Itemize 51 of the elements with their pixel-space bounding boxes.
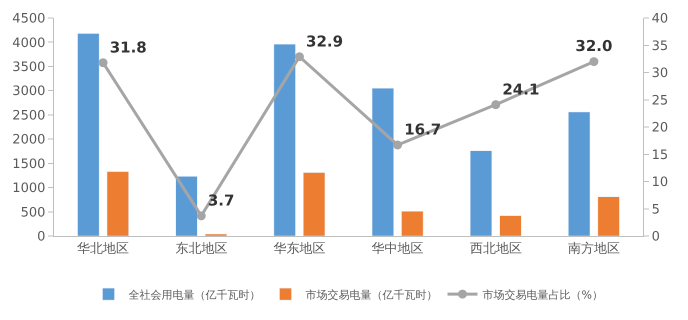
point <box>491 100 500 110</box>
data-label: 31.8 <box>110 38 147 56</box>
y2-tick-label: 5 <box>652 202 660 218</box>
bar <box>175 176 198 236</box>
point <box>196 211 206 220</box>
legend-label: 市场交易电量占比（%） <box>482 288 603 302</box>
x-tick-label: 东北地区 <box>175 242 228 257</box>
data-label: 32.9 <box>306 32 344 50</box>
x-tick-label: 华东地区 <box>273 242 326 257</box>
y-tick-label: 3000 <box>12 84 46 100</box>
point <box>589 57 598 66</box>
y2-tick-label: 40 <box>652 12 668 27</box>
bar <box>568 112 590 236</box>
point <box>98 58 108 68</box>
x-tick-label: 南方地区 <box>568 240 620 257</box>
x-tick-label: 华中地区 <box>372 242 424 257</box>
y-tick-label: 0 <box>37 230 46 245</box>
bar <box>372 88 394 236</box>
bar <box>470 150 492 236</box>
bar <box>598 196 620 236</box>
y2-tick-label: 30 <box>652 66 668 82</box>
y-tick-label: 1500 <box>12 156 46 172</box>
y2-tick-label: 10 <box>652 175 668 190</box>
y2-tick-label: 35 <box>652 38 668 54</box>
y-tick-label: 2500 <box>12 108 46 124</box>
bar <box>401 211 424 236</box>
y-tick-label: 500 <box>20 205 46 220</box>
y2-tick-label: 25 <box>652 93 668 108</box>
data-label: 16.7 <box>404 120 442 139</box>
bar <box>274 44 296 236</box>
y-tick-label: 2000 <box>12 132 46 148</box>
point <box>294 52 304 62</box>
legend-label: 全社会用电量（亿千瓦时） <box>128 288 260 302</box>
bar <box>499 215 522 236</box>
x-tick-label: 华北地区 <box>77 242 130 257</box>
y-tick-label: 1000 <box>12 181 46 196</box>
data-label: 24.1 <box>502 80 540 98</box>
bar <box>106 171 129 236</box>
bar <box>303 172 326 236</box>
y-tick-label: 3500 <box>12 60 46 75</box>
y-tick-label: 4500 <box>12 12 46 27</box>
legend-label: 市场交易电量（亿千瓦时） <box>306 288 438 302</box>
y2-tick-label: 20 <box>652 120 668 136</box>
y2-tick-label: 0 <box>652 230 660 245</box>
y2-tick-label: 15 <box>652 148 668 163</box>
x-tick-label: 西北地区 <box>470 242 522 257</box>
point <box>393 140 402 150</box>
data-label: 32.0 <box>575 37 612 56</box>
bar <box>77 33 100 236</box>
data-label: 3.7 <box>208 191 234 210</box>
y-tick-label: 4000 <box>12 36 46 51</box>
